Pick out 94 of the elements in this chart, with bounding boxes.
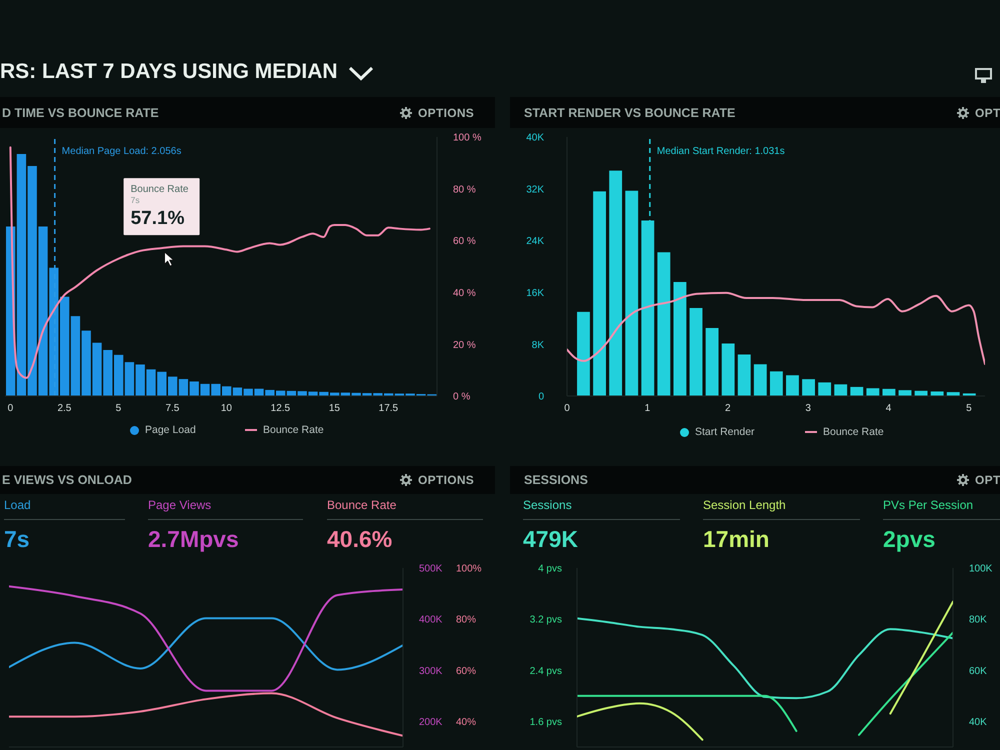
bar bbox=[609, 170, 622, 396]
x-tick-label: 3 bbox=[805, 403, 812, 414]
annotation: Bounce Rate 7s 57.1% bbox=[130, 184, 189, 230]
text: 17min bbox=[703, 526, 770, 552]
bar bbox=[738, 354, 751, 396]
x-tick-label: 0 bbox=[564, 403, 570, 414]
text: RS: LAST 7 DAYS USING MEDIAN bbox=[0, 60, 338, 83]
ref-line-label: Median Page Load: 2.056s bbox=[62, 146, 182, 157]
y-tick-label: 2.4 pvs bbox=[530, 666, 562, 677]
bar bbox=[882, 388, 896, 396]
x-tick-label: 0 bbox=[8, 403, 14, 414]
text: Load bbox=[4, 498, 31, 512]
text: 2.7Mpvs bbox=[148, 526, 239, 552]
y2-tick-label: 80K bbox=[969, 614, 988, 626]
x-tick-label: 5 bbox=[966, 403, 972, 414]
y2-tick-label: 100K bbox=[969, 564, 993, 575]
y-tick-label: 0 % bbox=[453, 392, 470, 403]
y-tick-label: 100 % bbox=[453, 132, 482, 144]
y-tick-label: 16K bbox=[526, 288, 544, 299]
bar bbox=[577, 312, 590, 396]
y-tick-label: 200K bbox=[419, 716, 443, 728]
y-tick-label: 100% bbox=[456, 564, 482, 575]
bar bbox=[834, 384, 848, 396]
y-tick-label: 500K bbox=[419, 564, 443, 575]
y-tick-label: 40K bbox=[526, 132, 544, 144]
x-tick-label: 7.5 bbox=[165, 403, 180, 414]
y-tick-label: 0 bbox=[538, 392, 544, 403]
bar bbox=[866, 388, 880, 396]
chart-title: SESSIONS bbox=[524, 473, 588, 487]
chart-title: D TIME VS BOUNCE RATE bbox=[2, 106, 159, 120]
bar bbox=[818, 382, 832, 396]
y-tick-label: 1.6 pvs bbox=[530, 716, 562, 728]
text: 40.6% bbox=[327, 526, 392, 552]
y-tick-label: 3.2 pvs bbox=[530, 614, 562, 626]
x-tick-label: 17.5 bbox=[378, 403, 399, 414]
bar bbox=[674, 282, 686, 396]
text: Page Views bbox=[148, 498, 212, 512]
legend-label: Start Render bbox=[695, 426, 755, 438]
y-tick-label: 40 % bbox=[453, 288, 476, 299]
text: 2pvs bbox=[883, 526, 936, 552]
text: 7s bbox=[4, 526, 30, 552]
x-tick-label: 4 bbox=[886, 403, 892, 414]
bar bbox=[770, 371, 783, 396]
bar bbox=[690, 308, 702, 396]
line-series bbox=[9, 585, 403, 692]
y-tick-label: 400K bbox=[419, 614, 443, 626]
bar bbox=[625, 190, 638, 396]
text: OPT bbox=[975, 106, 1000, 120]
text: OPT bbox=[975, 473, 1000, 487]
chart-title: E VIEWS VS ONLOAD bbox=[2, 473, 132, 487]
bar bbox=[898, 390, 912, 396]
y-tick-label: 24K bbox=[526, 236, 544, 248]
bar bbox=[657, 252, 670, 396]
chart-title: START RENDER VS BOUNCE RATE bbox=[524, 106, 736, 120]
y-tick-label: 20 % bbox=[453, 340, 476, 351]
bar bbox=[593, 191, 606, 396]
y-tick-label: 40% bbox=[456, 716, 476, 728]
legend-label: Bounce Rate bbox=[823, 426, 884, 438]
text: Session Length bbox=[703, 498, 786, 512]
text: PVs Per Session bbox=[883, 498, 974, 512]
line-series bbox=[9, 692, 403, 737]
y-tick-label: 60% bbox=[456, 666, 476, 677]
text: OPTIONS bbox=[418, 106, 474, 120]
line-series bbox=[577, 617, 953, 700]
line-series bbox=[9, 146, 430, 379]
y-tick-label: 4 pvs bbox=[538, 564, 562, 575]
text: Bounce Rate bbox=[327, 498, 396, 512]
legend-label: Bounce Rate bbox=[263, 424, 324, 436]
y-tick-label: 80% bbox=[456, 614, 476, 626]
x-tick-label: 10 bbox=[220, 403, 232, 414]
y2-tick-label: 40K bbox=[969, 716, 988, 728]
text: OPTIONS bbox=[418, 473, 474, 487]
x-tick-label: 2 bbox=[724, 403, 731, 414]
x-tick-label: 15 bbox=[328, 403, 340, 414]
bar bbox=[722, 344, 735, 396]
x-tick-label: 5 bbox=[116, 403, 122, 414]
y-tick-label: 32K bbox=[526, 184, 544, 196]
x-tick-label: 12.5 bbox=[270, 403, 291, 414]
y-tick-label: 300K bbox=[419, 666, 443, 677]
bar bbox=[850, 386, 864, 396]
legend-label: Page Load bbox=[145, 424, 196, 436]
bar bbox=[786, 375, 799, 396]
ref-line-label: Median Start Render: 1.031s bbox=[656, 146, 785, 157]
y2-tick-label: 60K bbox=[969, 666, 988, 677]
y-tick-label: 80 % bbox=[453, 184, 476, 196]
text: Sessions bbox=[523, 498, 572, 512]
text: 479K bbox=[523, 526, 578, 552]
y-tick-label: 8K bbox=[532, 340, 544, 351]
y-tick-label: 60 % bbox=[453, 236, 476, 248]
bar bbox=[706, 328, 719, 396]
x-tick-label: 1 bbox=[644, 403, 651, 414]
bar bbox=[802, 379, 815, 396]
x-tick-label: 2.5 bbox=[57, 403, 72, 414]
bar bbox=[754, 364, 767, 396]
